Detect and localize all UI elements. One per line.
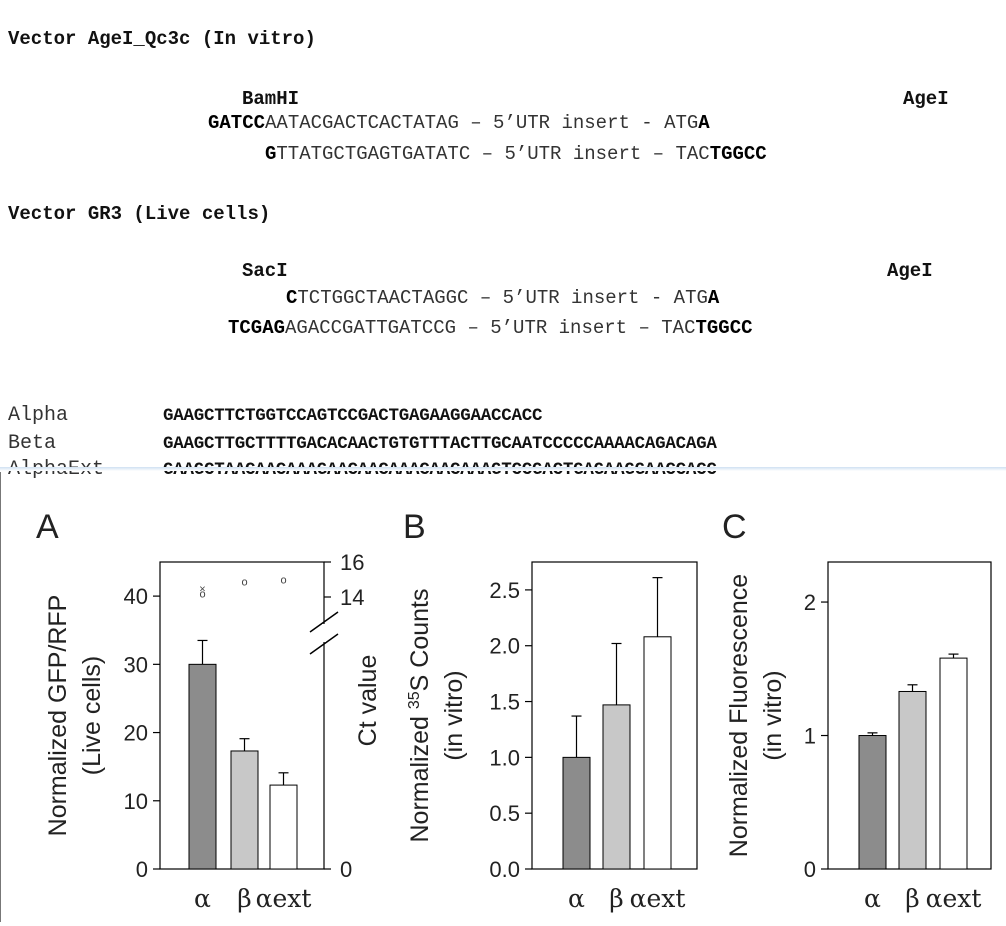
- category-label: α: [568, 884, 585, 913]
- y-axis-label-secondary: (in vitro): [759, 670, 787, 760]
- chart-panel-b: 0.0 0.5 1.0 1.5 2.0 2.5 α β αext Normalized 35S C…: [406, 561, 698, 913]
- ct-marker: o: [241, 576, 247, 588]
- y-axis-label-secondary: (in vitro): [440, 670, 468, 760]
- y2-tick-label: 0: [340, 857, 352, 882]
- category-label: αext: [256, 884, 312, 913]
- y-tick-label: 10: [124, 789, 148, 814]
- bar-0: [562, 756, 591, 870]
- ct-marker: o: [280, 575, 286, 587]
- vector1-right-site: AgeI: [903, 88, 949, 110]
- y-tick-label: 1.0: [489, 745, 520, 770]
- vector2-title: Vector GR3 (Live cells): [8, 203, 271, 225]
- bar-0: [188, 663, 217, 870]
- bar-1: [602, 704, 631, 870]
- category-label: αext: [926, 884, 982, 913]
- y-tick-label: 1: [804, 724, 816, 749]
- y-tick-label: 2.0: [489, 634, 520, 659]
- left-edge-rule: [0, 472, 1, 922]
- seq-beta: GAAGCTTGCTTTTGACACAACTGTGTTTACTTGCAATCCC…: [163, 434, 717, 454]
- ct-marker: o: [199, 589, 205, 601]
- bar-0: [858, 735, 887, 870]
- y2-axis-label: Ct value: [354, 655, 382, 747]
- y-tick-label: 0: [804, 857, 816, 882]
- panel-label-a: A: [36, 508, 59, 546]
- category-label: β: [237, 884, 251, 913]
- category-label: β: [905, 884, 919, 913]
- ct-marker: ×: [199, 583, 205, 595]
- y2-tick-label: 14: [340, 585, 364, 610]
- category-label: αext: [630, 884, 686, 913]
- y-tick-label: 2: [804, 590, 816, 615]
- y-tick-label: 0: [136, 857, 148, 882]
- bar-2: [939, 657, 968, 870]
- category-label: α: [864, 884, 881, 913]
- y-tick-label: 0.0: [489, 857, 520, 882]
- y-tick-label: 20: [124, 721, 148, 746]
- vector2-top-strand: CTCTGGCTAACTAGGC – 5’UTR insert - ATGA: [286, 287, 720, 309]
- axis-break-mark: [309, 611, 339, 633]
- bar-2: [643, 636, 672, 870]
- axis-break-mark: [309, 633, 339, 655]
- y-axis-label: Normalized GFP/RFP: [44, 595, 72, 837]
- vector1-bottom-strand: GTTATGCTGAGTGATATC – 5’UTR insert – TACT…: [265, 143, 767, 165]
- y-tick-label: 1.5: [489, 690, 520, 715]
- y2-tick-label: 16: [340, 550, 364, 575]
- seq-name-beta: Beta: [8, 432, 57, 455]
- y-axis-label-secondary: (Live cells): [78, 656, 106, 775]
- chart-panel-a: 0 10 20 30 40 α β αext Normalized GFP/RFP (Live c…: [44, 550, 382, 913]
- panel-label-b: B: [403, 508, 426, 546]
- section-divider: [0, 467, 1006, 471]
- vector1-top-strand: GATCCAATACGACTCACTATAG – 5’UTR insert - …: [208, 112, 710, 134]
- vector2-bottom-strand: TCGAGAGACCGATTGATCCG – 5’UTR insert – TA…: [228, 317, 753, 339]
- y-axis-label-post: S Counts: [406, 588, 434, 691]
- vector2-right-site: AgeI: [887, 260, 933, 282]
- vector1-title: Vector AgeI_Qc3c (In vitro): [8, 28, 316, 50]
- y-axis-label: Normalized Fluorescence: [725, 574, 753, 857]
- category-label: α: [194, 884, 211, 913]
- y-axis-label-superscript: 35: [406, 691, 423, 709]
- vector1-left-site: BamHI: [242, 88, 300, 110]
- y-tick-label: 40: [124, 584, 148, 609]
- y-tick-label: 0.5: [489, 801, 520, 826]
- vector2-left-site: SacI: [242, 260, 288, 282]
- seq-name-alpha: Alpha: [8, 404, 69, 427]
- category-label: β: [609, 884, 623, 913]
- axis-break-gap: [322, 624, 326, 642]
- y-axis-label-pre: Normalized: [406, 709, 434, 842]
- bar-2: [269, 784, 298, 870]
- y-tick-label: 30: [124, 652, 148, 677]
- bar-1: [898, 690, 927, 870]
- chart-panel-c: 0 1 2 α β αext Normalized Fluorescence (in vitr…: [725, 561, 992, 913]
- bar-1: [230, 750, 259, 870]
- y-axis-label: Normalized 35S Counts: [406, 588, 434, 842]
- seq-alpha: GAAGCTTCTGGTCCAGTCCGACTGAGAAGGAACCACC: [163, 406, 543, 426]
- y-tick-label: 2.5: [489, 578, 520, 603]
- panel-label-c: C: [722, 508, 747, 546]
